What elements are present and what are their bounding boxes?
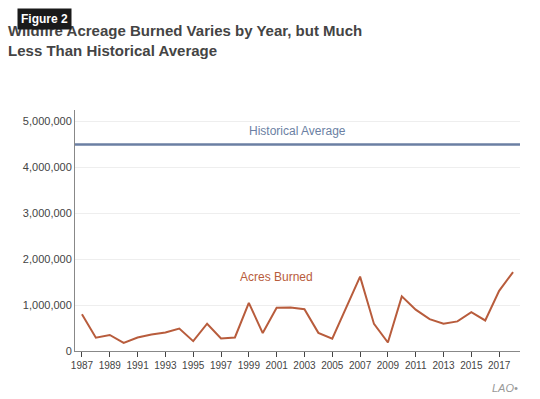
svg-text:3,000,000: 3,000,000 [23, 207, 72, 219]
svg-text:Figure 2: Figure 2 [21, 12, 68, 26]
svg-text:2,000,000: 2,000,000 [23, 253, 72, 265]
svg-text:Acres Burned: Acres Burned [240, 270, 313, 284]
svg-text:2007: 2007 [349, 360, 372, 371]
svg-text:LAO•: LAO• [492, 382, 518, 394]
svg-text:2017: 2017 [488, 360, 511, 371]
svg-text:1991: 1991 [126, 360, 149, 371]
svg-text:2009: 2009 [377, 360, 400, 371]
svg-text:2005: 2005 [321, 360, 344, 371]
svg-text:1989: 1989 [99, 360, 122, 371]
svg-text:5,000,000: 5,000,000 [23, 115, 72, 127]
svg-text:1993: 1993 [154, 360, 177, 371]
svg-text:1997: 1997 [210, 360, 233, 371]
svg-text:0: 0 [66, 345, 72, 357]
svg-text:Historical Average: Historical Average [249, 124, 346, 138]
svg-text:1987: 1987 [71, 360, 94, 371]
svg-text:2003: 2003 [293, 360, 316, 371]
svg-text:1,000,000: 1,000,000 [23, 299, 72, 311]
svg-text:1995: 1995 [182, 360, 205, 371]
svg-text:2011: 2011 [405, 360, 427, 371]
svg-text:2001: 2001 [266, 360, 289, 371]
svg-text:4,000,000: 4,000,000 [23, 161, 72, 173]
svg-text:2013: 2013 [432, 360, 455, 371]
svg-text:1999: 1999 [238, 360, 261, 371]
svg-text:2015: 2015 [460, 360, 483, 371]
svg-text:Wildfire Acreage Burned Varies: Wildfire Acreage Burned Varies by Year, … [8, 22, 362, 59]
